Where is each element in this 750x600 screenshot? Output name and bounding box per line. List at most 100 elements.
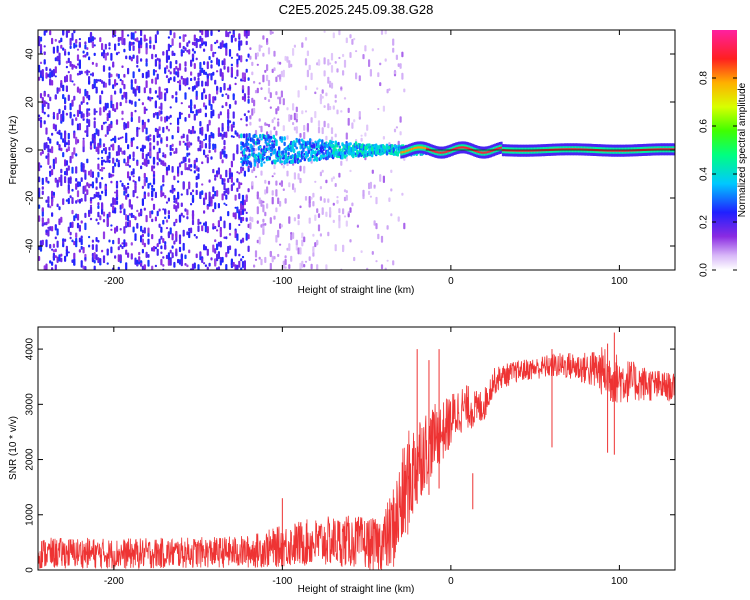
spectrogram-cell [169,106,172,109]
spectrogram-cell [275,207,278,213]
spectrogram-cell [316,264,319,270]
spectrogram-cell [201,37,204,43]
spectrogram-cell [143,172,146,179]
spectrogram-cell [123,208,126,216]
spectrogram-cell [293,44,296,48]
spectrogram-cell [655,148,658,151]
spectrogram-cell [266,131,269,135]
spectrogram-cell [212,96,215,104]
spectrogram-cell [86,90,89,99]
spectrogram-cell [278,152,281,156]
spectrogram-cell [95,78,98,84]
spectrogram-cell [136,129,139,137]
spectrogram-cell [167,197,170,202]
spectrogram-cell [178,234,182,240]
spectrogram-cell [203,262,206,265]
spectrogram-cell [45,30,48,33]
spectrogram-cell [334,99,337,103]
spectrogram-cell [206,124,209,132]
spectrogram-cell [39,36,43,42]
spectrogram-cell [130,116,133,122]
spectrogram-cell [524,149,527,152]
spectrogram-cell [464,146,467,149]
spectrogram-cell [214,177,217,181]
spectrogram-cell [149,134,152,137]
spectrogram-cell [254,148,258,152]
spectrogram-cell [327,103,330,111]
spectrogram-cell [197,147,200,152]
spectrogram-cell [119,204,122,210]
spectrogram-cell [69,45,72,49]
spectrogram-cell [495,147,499,151]
spectrogram-cell [64,170,67,176]
spectrogram-cell [293,172,296,180]
spectrogram-cell [38,114,41,118]
spectrogram-cell [230,135,233,138]
spectrogram-cell [264,189,267,195]
spectrogram-cell [254,250,258,258]
spectrogram-cell [199,192,202,200]
spectrogram-cell [130,83,133,90]
spectrogram-cell [249,121,252,126]
spectrogram-cell [115,102,119,110]
spectrogram-cell [186,49,189,53]
spectrogram-cell [227,87,230,91]
spectrogram-cell [206,266,209,270]
spectrogram-cell [127,221,130,227]
spectrogram-cell [80,164,83,172]
spectrogram-cell [212,143,215,150]
spectrogram-cell [304,110,308,113]
spectrogram-cell [303,166,306,174]
spectrogram-cell [88,108,91,111]
spectrogram-cell [119,244,122,248]
spectrogram-cell [106,249,109,252]
spectrogram-cell [173,76,176,82]
spectrogram-cell [306,145,309,149]
spectrogram-cell [275,234,278,243]
spectrogram-cell [165,125,169,130]
spectrogram-cell [330,52,334,61]
spectrogram-cell [277,121,280,127]
spectrogram-cell [156,162,159,166]
spectrogram-cell [149,210,152,219]
spectrogram-cell [214,51,217,54]
spectrogram-cell [67,146,70,152]
spectrogram-cell [295,146,298,150]
spectrogram-cell [73,132,76,139]
spectrogram-cell [43,61,46,65]
spectrogram-cell [273,67,276,72]
spectrogram-cell [228,86,232,90]
spectrogram-cell [178,214,182,222]
spectrogram-cell [43,142,46,151]
spectrogram-cell [119,37,122,41]
spectrogram-cell [114,108,117,113]
spectrogram-cell [275,76,278,83]
spectrogram-cell [210,31,213,36]
spectrogram-cell [279,200,282,207]
spectrogram-cell [380,264,384,270]
spectrogram-cell [127,144,130,150]
spectrogram-cell [104,121,107,124]
spectrogram-cell [564,148,567,151]
spectrogram-cell [93,138,96,146]
spectrogram-cell [190,142,193,146]
spectrogram-cell [184,78,187,86]
spectrogram-cell [51,261,54,266]
spectrogram-cell [65,30,68,38]
spectrogram-cell [263,156,266,159]
y-tick-label: 20 [25,96,36,108]
spectrogram-cell [117,145,120,151]
spectrogram-cell [214,79,217,85]
spectrogram-cell [232,135,235,138]
spectrogram-cell [78,237,81,243]
spectrogram-cell [115,52,119,56]
spectrogram-cell [52,123,55,130]
spectrogram-cell [123,73,126,78]
spectrogram-cell [125,262,128,270]
spectrogram-cell [149,182,152,186]
spectrogram-cell [206,61,209,70]
spectrogram-cell [217,220,220,226]
spectrogram-cell [316,62,319,66]
spectrogram-cell [106,113,109,117]
spectrogram-cell [206,248,209,256]
